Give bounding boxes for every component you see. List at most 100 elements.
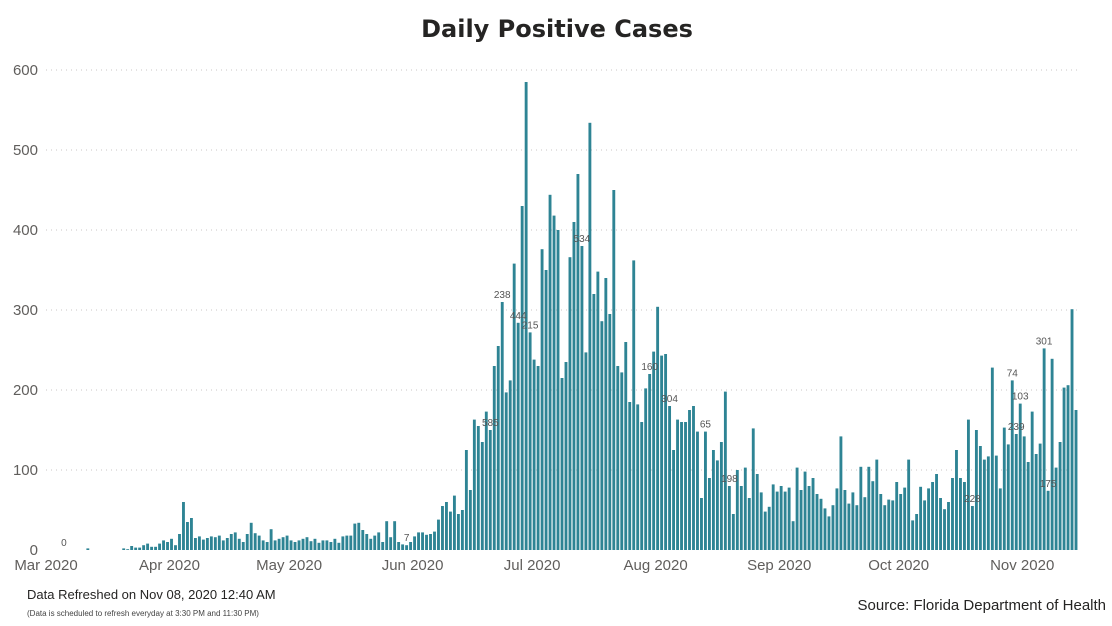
bar <box>1022 436 1026 550</box>
x-tick-label: Jun 2020 <box>382 557 444 574</box>
bar <box>600 321 604 550</box>
bar <box>1038 443 1042 550</box>
bar <box>911 520 915 550</box>
data-label: 534 <box>574 234 591 245</box>
x-tick-label: Mar 2020 <box>14 557 77 574</box>
bar <box>847 503 851 550</box>
bar <box>277 538 281 550</box>
bar <box>456 514 460 550</box>
bar <box>863 497 867 550</box>
bar <box>1066 385 1070 550</box>
bar <box>170 538 173 550</box>
bar <box>429 534 432 550</box>
refresh-schedule-note: (Data is scheduled to refresh everyday a… <box>27 609 259 618</box>
bar <box>707 478 711 550</box>
y-tick-label: 0 <box>30 542 38 559</box>
bar <box>201 539 205 550</box>
bar <box>524 82 528 550</box>
bar <box>887 499 891 550</box>
bar <box>441 506 444 550</box>
bar <box>417 532 420 550</box>
bar <box>305 537 309 550</box>
bar <box>895 482 899 550</box>
bar <box>476 426 480 550</box>
bar <box>986 456 990 550</box>
bar <box>329 542 333 550</box>
x-tick-label: Aug 2020 <box>623 557 687 574</box>
bar <box>397 542 401 550</box>
bar <box>512 263 516 550</box>
bar <box>811 478 815 550</box>
bar <box>496 346 500 550</box>
bar <box>433 531 436 550</box>
bar <box>1034 454 1038 550</box>
data-label: 238 <box>494 290 511 301</box>
bar <box>1046 490 1050 550</box>
bar <box>138 547 142 550</box>
bar <box>261 540 265 550</box>
bar <box>253 533 257 550</box>
bar <box>672 450 675 550</box>
bar <box>851 492 855 550</box>
bar <box>735 470 739 550</box>
bar <box>293 542 297 550</box>
bar <box>377 532 381 550</box>
bar <box>620 372 624 550</box>
bar <box>452 495 456 550</box>
bar <box>556 230 560 550</box>
bar <box>696 431 699 550</box>
data-label: 304 <box>661 394 678 405</box>
bar <box>273 540 277 550</box>
data-label: 74 <box>1007 368 1019 379</box>
bar <box>369 538 373 550</box>
bar <box>1042 348 1046 550</box>
bar <box>676 419 679 550</box>
bar <box>520 206 524 550</box>
bar <box>839 436 843 550</box>
bar <box>321 540 325 550</box>
bar <box>588 122 592 551</box>
bar <box>1062 387 1066 550</box>
bar <box>990 367 994 550</box>
bar <box>919 486 923 550</box>
bar <box>783 491 787 550</box>
bar <box>692 406 695 550</box>
bar <box>951 478 954 550</box>
bar <box>516 322 520 550</box>
x-tick-label: Oct 2020 <box>868 557 929 574</box>
bar <box>162 540 165 550</box>
bar <box>827 516 831 550</box>
bar <box>142 545 146 550</box>
bar <box>568 257 572 550</box>
bar <box>209 536 213 550</box>
bar <box>664 354 668 550</box>
bar <box>572 222 576 550</box>
bar <box>488 430 492 550</box>
bar <box>544 270 548 550</box>
x-tick-label: May 2020 <box>256 557 322 574</box>
bar <box>891 500 895 550</box>
bar <box>130 546 134 550</box>
bar <box>333 538 337 550</box>
bar <box>867 466 871 550</box>
bar <box>624 342 628 550</box>
bar <box>604 278 608 550</box>
bar <box>174 545 177 550</box>
bar <box>727 486 731 550</box>
bar <box>341 536 345 550</box>
bar <box>409 542 413 550</box>
bar <box>445 502 448 550</box>
bar <box>213 537 217 550</box>
bar <box>939 498 942 550</box>
bar <box>632 260 636 550</box>
bar <box>943 509 946 550</box>
bar <box>859 466 863 550</box>
bar <box>186 522 189 550</box>
bar <box>656 306 660 550</box>
bar <box>449 511 452 550</box>
bar <box>719 442 723 550</box>
bar <box>612 190 616 550</box>
bar <box>771 484 775 550</box>
bar <box>349 535 353 550</box>
bar <box>217 535 221 550</box>
